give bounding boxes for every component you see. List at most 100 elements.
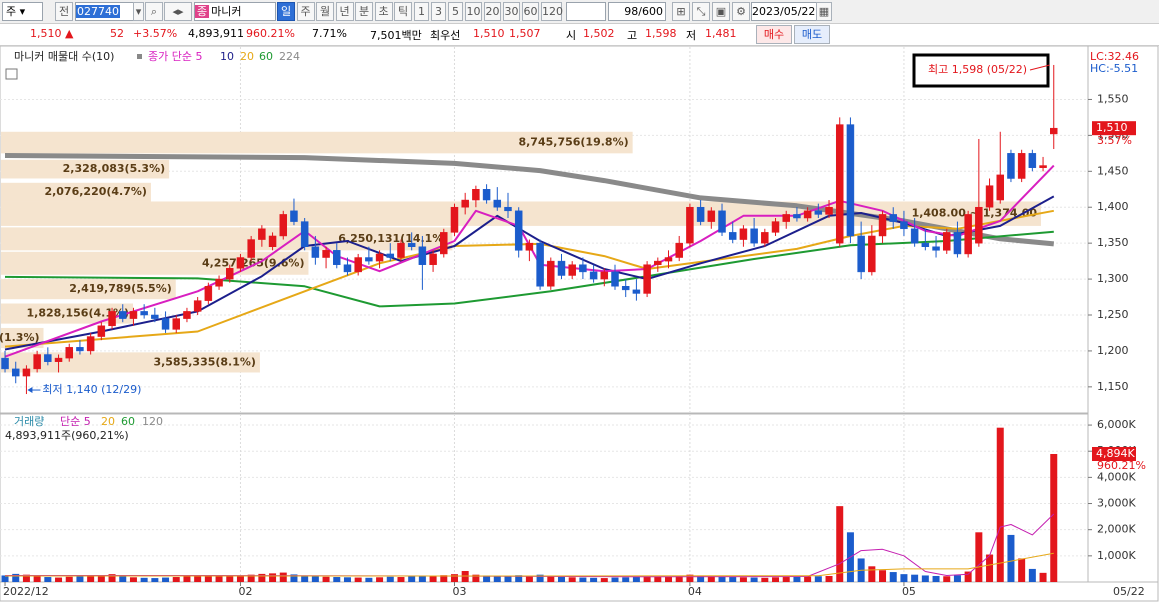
candle-body	[611, 271, 619, 287]
calendar-button[interactable]: ▦	[816, 2, 832, 21]
volume-bar	[932, 575, 940, 582]
candle-body	[33, 354, 41, 370]
tool-1[interactable]: ⊞	[672, 2, 690, 21]
volume-bar	[322, 576, 330, 582]
y-tick-label: 1,250	[1097, 308, 1129, 321]
volume-bar	[665, 576, 673, 582]
audio-button[interactable]: ◂▸	[164, 2, 192, 21]
candle-body	[397, 242, 405, 258]
volume-bar	[279, 572, 287, 582]
toolbar-button[interactable]: 초	[374, 2, 393, 21]
sell-button[interactable]: 매도	[794, 25, 830, 44]
volume-bar	[1, 575, 9, 582]
volume-bar	[654, 576, 662, 582]
candle-body	[846, 124, 855, 237]
y-tick-label: 1,200	[1097, 344, 1129, 357]
quote-bar: 1,510 ▲ 52 +3.57% 4,893,911 960.21% 7.71…	[0, 24, 1159, 46]
candle-body	[643, 264, 651, 294]
profile-label: 1,828,156(4.1%)	[27, 307, 130, 320]
toolbar-button[interactable]: 10	[465, 2, 482, 21]
volume-bar	[108, 574, 116, 582]
high-arrow	[1029, 64, 1050, 71]
candle-body	[632, 289, 641, 294]
change-pct: +3.57%	[133, 27, 178, 40]
toolbar-button[interactable]: 120	[541, 2, 563, 21]
candle-body	[343, 264, 352, 273]
ask: 1,510	[473, 27, 505, 40]
hc-label: HC:-5.51	[1090, 62, 1138, 75]
toolbar-button[interactable]: 60	[522, 2, 539, 21]
candle-body	[1007, 153, 1015, 179]
volume-bar	[889, 572, 897, 582]
interval-select[interactable]	[566, 2, 606, 21]
toolbar-button[interactable]: 월	[316, 2, 334, 21]
candle-body	[1017, 153, 1026, 179]
volume-bar	[814, 576, 822, 582]
candle-body	[386, 253, 395, 258]
ma-line	[5, 552, 1054, 577]
toolbar-button[interactable]: 3	[431, 2, 446, 21]
profile-label: 4,257,265(9.6%)	[202, 256, 305, 269]
settings-button[interactable]: ⚙	[732, 2, 750, 21]
volume-bar	[782, 577, 790, 582]
candle-body	[761, 232, 769, 244]
count-box[interactable]: 98/600	[608, 2, 666, 21]
toolbar-button[interactable]: 년	[335, 2, 354, 21]
volume-bar	[33, 576, 41, 582]
volume-bar	[611, 577, 619, 582]
volume-text: 4,893,911주(960,21%)	[5, 429, 129, 442]
search-button[interactable]: ⌕	[145, 2, 163, 21]
toolbar-button[interactable]: 분	[355, 2, 373, 21]
toolbar-button[interactable]: 20	[484, 2, 501, 21]
code-input[interactable]: 027740	[75, 2, 135, 21]
prev-button[interactable]: 전	[55, 2, 73, 21]
save-button[interactable]: ▣	[712, 2, 730, 21]
candle-body	[472, 189, 480, 201]
volume-bar	[718, 576, 726, 582]
profile-bar	[1, 227, 453, 251]
toolbar-button[interactable]: 5	[448, 2, 463, 21]
volume-bar	[686, 574, 694, 582]
name-box[interactable]: 종 마니커	[194, 2, 276, 21]
volume-bar	[397, 577, 405, 582]
candle-body	[857, 235, 865, 273]
lc-label: LC:32.46	[1090, 50, 1139, 63]
candle-body	[782, 214, 790, 222]
toolbar-button[interactable]: 틱	[394, 2, 412, 21]
profile-bar	[1, 159, 170, 179]
candle-body	[482, 189, 491, 201]
volume-bar	[953, 575, 961, 582]
code: 027740	[76, 5, 120, 18]
candle-body	[407, 242, 416, 247]
y-tick-label: 1,150	[1097, 380, 1129, 393]
candle-body	[750, 228, 758, 244]
low: 1,481	[705, 27, 737, 40]
candle-body	[1, 357, 9, 370]
volume-bar	[707, 576, 715, 582]
profile-bar	[1, 303, 134, 324]
profile-bar	[1, 182, 151, 202]
code-dropdown[interactable]: ▾	[133, 2, 144, 21]
candle-body	[236, 257, 245, 269]
candle-body	[1039, 165, 1047, 168]
market-select[interactable]: 주 ▾	[2, 2, 43, 21]
right-axis	[1087, 45, 1159, 583]
tool-2[interactable]: ⤡	[692, 2, 710, 21]
legend-entry: 60	[259, 50, 273, 63]
candle-body	[129, 311, 138, 319]
candle-body	[172, 318, 181, 330]
volume-bar	[408, 576, 416, 582]
toolbar-button[interactable]: 30	[503, 2, 520, 21]
x-tick-label: 2022/12	[3, 585, 49, 598]
candle-body	[354, 257, 362, 273]
toolbar-button[interactable]: 1	[414, 2, 429, 21]
date-box[interactable]: 2023/05/22	[751, 2, 817, 21]
legend-volume: 거래량	[14, 415, 44, 428]
buy-button[interactable]: 매수	[756, 25, 792, 44]
toolbar-button[interactable]: 일	[277, 2, 295, 21]
candle-body	[183, 311, 191, 319]
toolbar-button[interactable]: 주	[296, 2, 315, 21]
candle-body	[311, 246, 320, 258]
candle-body	[910, 228, 919, 244]
